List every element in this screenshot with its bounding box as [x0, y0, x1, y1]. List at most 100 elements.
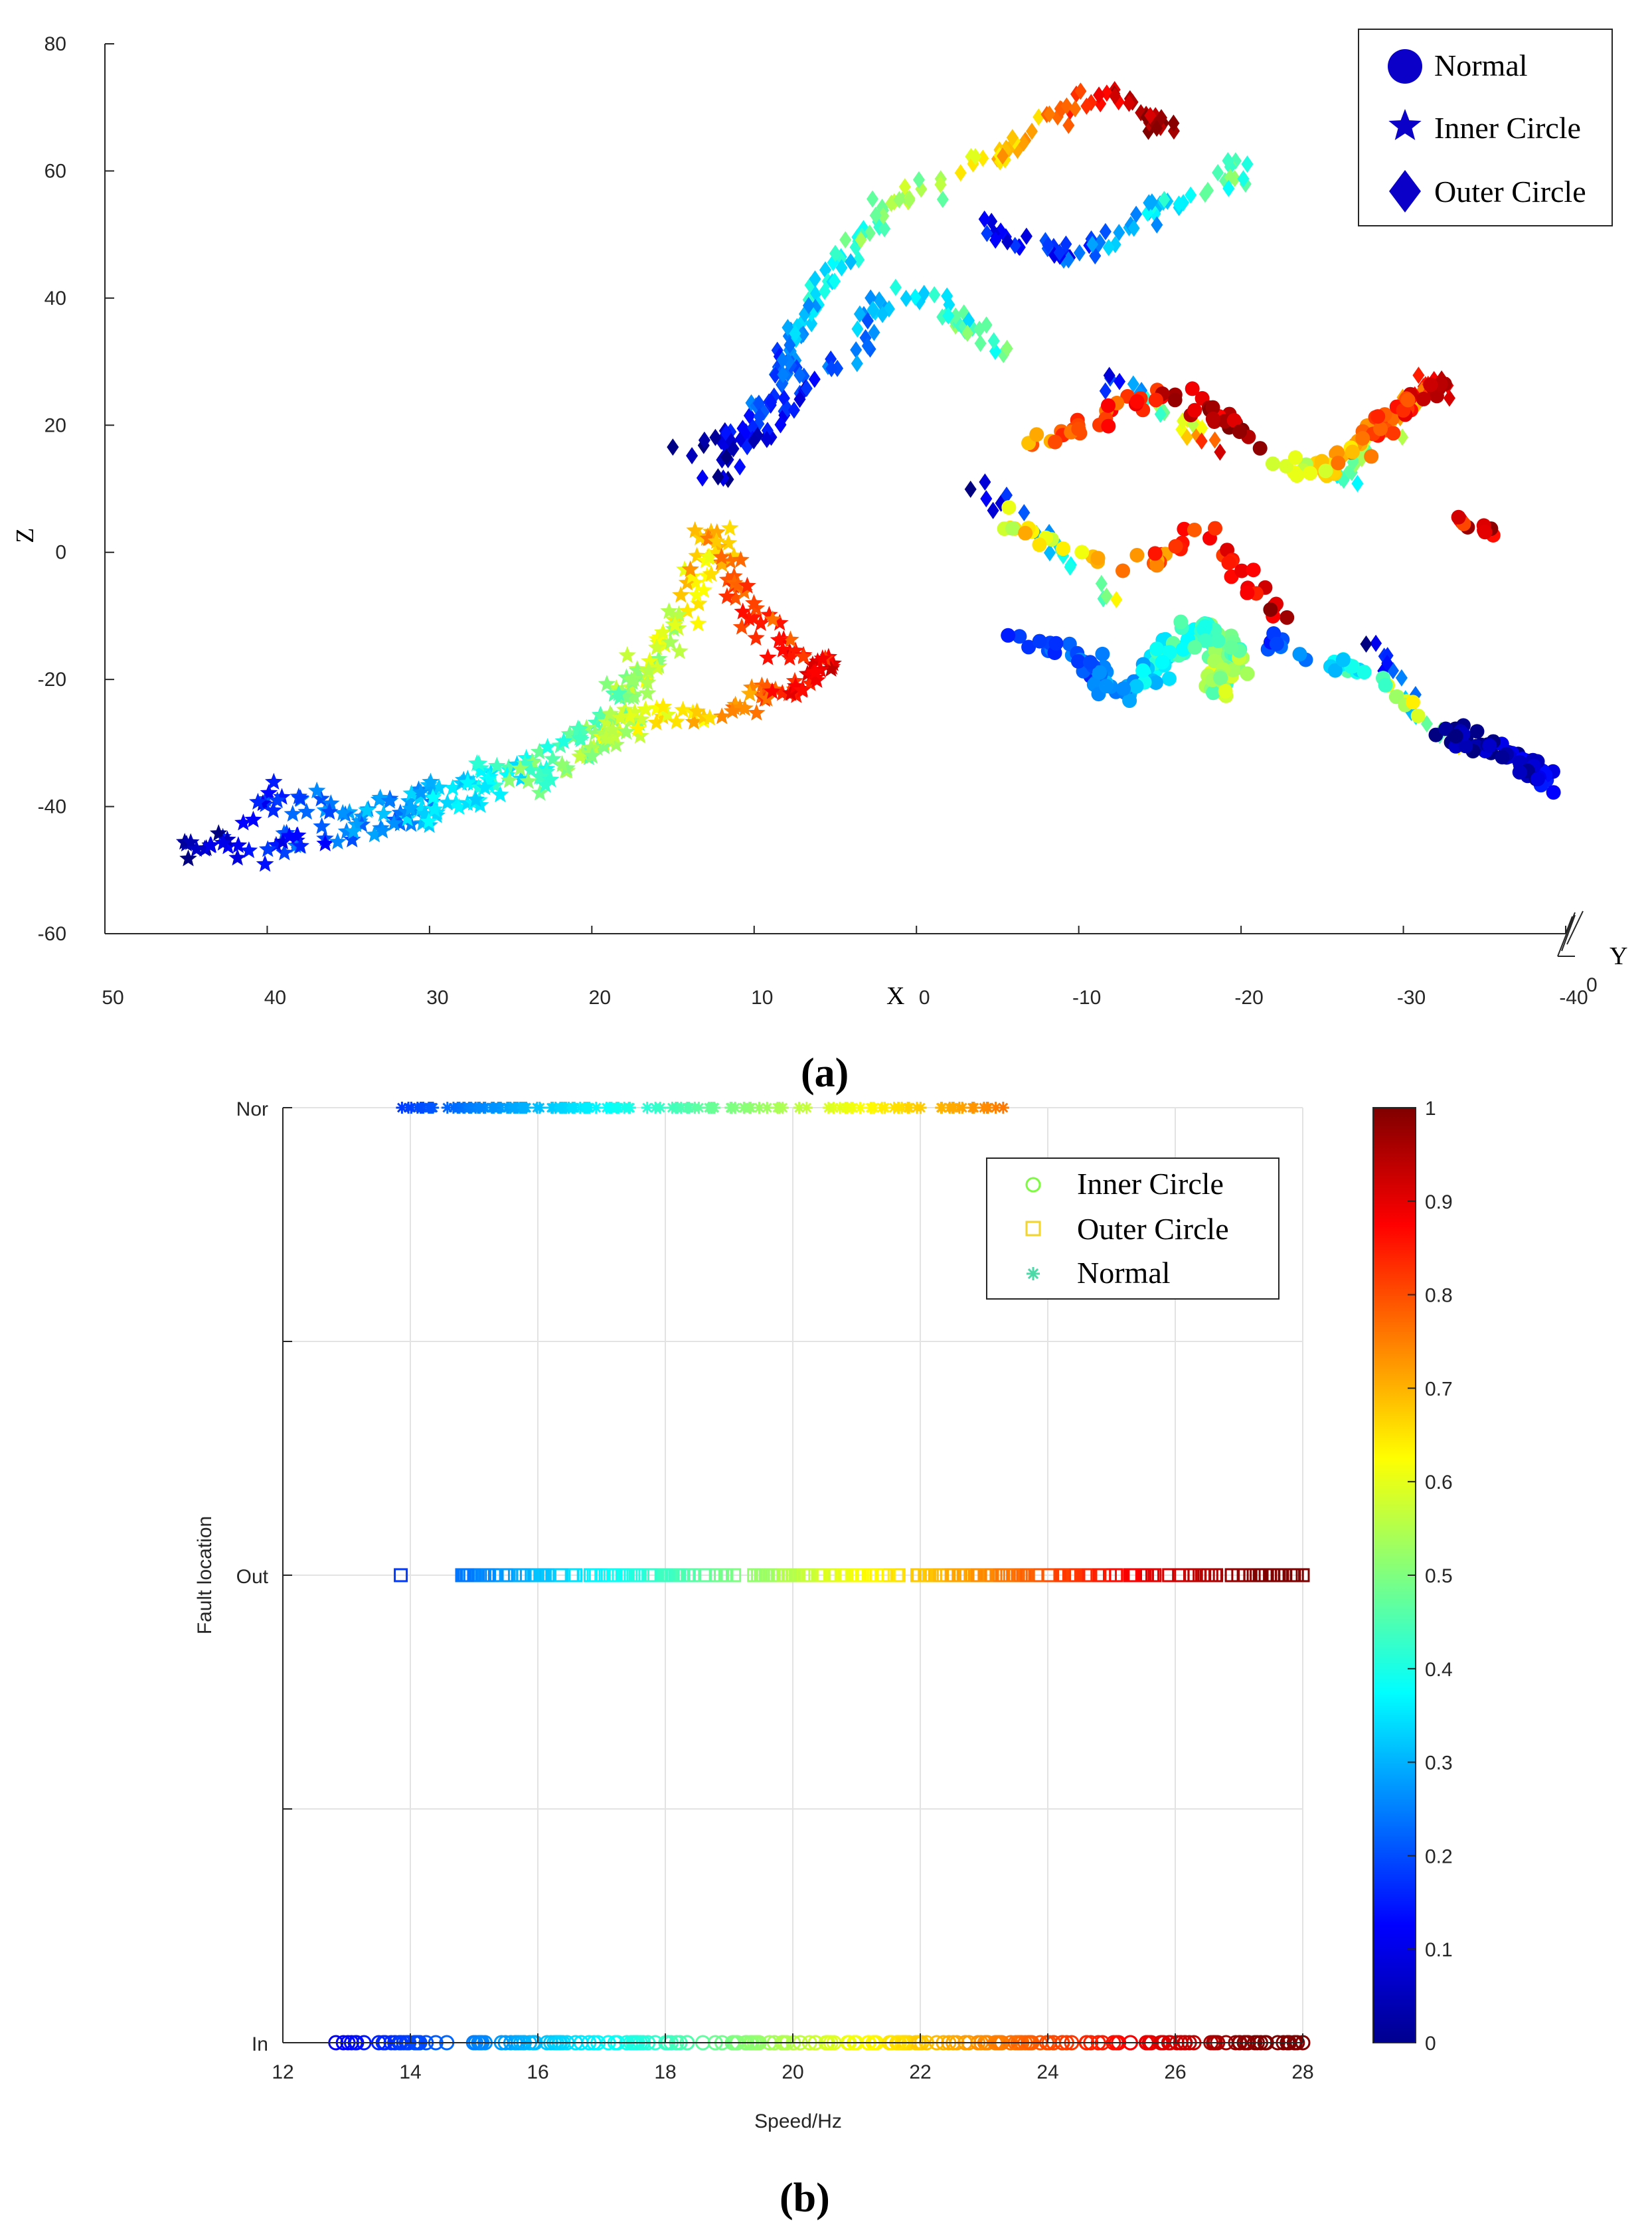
outer-circle-point — [943, 296, 955, 313]
out-point — [394, 1568, 408, 1582]
inner-circle-point — [720, 519, 739, 536]
normal-point — [1129, 394, 1145, 409]
inner-circle-point — [729, 576, 748, 593]
x-tick-label: 10 — [751, 987, 773, 1009]
outer-circle-point — [1167, 114, 1180, 132]
inner-circle-point — [718, 587, 736, 604]
inner-circle-point — [358, 801, 376, 818]
outer-circle-point — [809, 270, 821, 288]
normal-point — [1252, 441, 1268, 456]
nor-point — [892, 1102, 904, 1114]
colorbar-tick-label: 0.2 — [1425, 1845, 1453, 1867]
inner-circle-point — [648, 658, 666, 675]
inner-circle-point — [742, 678, 761, 695]
panel-b-label: (b) — [780, 2176, 830, 2221]
inner-circle-point — [607, 735, 625, 752]
outer-circle-point — [1006, 129, 1019, 147]
outer-circle-point — [936, 191, 949, 209]
out-point — [1172, 1568, 1187, 1582]
out-point — [928, 1568, 942, 1582]
inner-circle-point — [685, 713, 703, 730]
normal-point — [1357, 665, 1372, 680]
inner-circle-point — [661, 633, 680, 650]
inner-circle-point — [371, 788, 390, 806]
outer-circle-point — [1044, 544, 1056, 562]
z-tick-label: -60 — [38, 923, 66, 945]
normal-point — [1074, 545, 1090, 560]
nor-point — [581, 1102, 594, 1114]
legend-b-square-icon — [1025, 1221, 1041, 1237]
out-point — [535, 1568, 549, 1582]
normal-point — [1224, 640, 1239, 655]
inner-circle-point — [531, 784, 549, 801]
out-point — [1123, 1568, 1137, 1582]
inner-circle-point — [770, 631, 788, 648]
nor-point — [531, 1102, 543, 1114]
normal-point — [1221, 555, 1236, 570]
inner-circle-point — [422, 772, 440, 790]
colorbar-tick-label: 0.7 — [1425, 1378, 1453, 1400]
inner-circle-point — [616, 701, 634, 718]
inner-circle-point — [670, 605, 688, 622]
nor-point — [878, 1102, 890, 1114]
inner-circle-point — [611, 709, 629, 726]
inner-circle-point — [723, 702, 742, 719]
inner-circle-point — [647, 699, 666, 717]
inner-circle-point — [803, 655, 822, 673]
outer-circle-point — [793, 390, 806, 408]
normal-point — [1477, 525, 1493, 540]
normal-point — [1095, 646, 1110, 661]
normal-point — [1147, 546, 1163, 561]
normal-point — [1280, 610, 1295, 625]
inner-circle-point — [444, 778, 462, 796]
x-axis-ticks: 50 40 30 20 10 0 -10 -20 -30 -40 — [102, 926, 1588, 1009]
normal-point — [1292, 647, 1307, 662]
z-tick-label: 20 — [44, 414, 66, 436]
inner-circle-point — [258, 840, 277, 857]
inner-circle-point — [553, 755, 571, 772]
normal-point — [1218, 683, 1233, 699]
normal-point — [1032, 537, 1047, 553]
inner-circle-point — [712, 548, 730, 565]
out-point — [801, 1568, 815, 1582]
inner-circle-point — [322, 794, 340, 812]
inner-circle-point — [678, 602, 697, 619]
legend-a-circle-icon — [1388, 49, 1422, 84]
nor-point — [865, 1102, 877, 1114]
inner-circle-point — [398, 810, 416, 827]
outer-circle-point — [893, 191, 906, 209]
inner-circle-point — [426, 800, 444, 817]
inner-circle-point — [454, 770, 473, 788]
legend-a-diamond-icon — [1389, 170, 1421, 213]
nor-point — [487, 1102, 500, 1114]
normal-point — [1048, 636, 1064, 651]
inner-circle-point — [374, 804, 392, 822]
out-point — [1145, 1568, 1159, 1582]
nor-point — [977, 1102, 990, 1114]
z-tick-label: 80 — [44, 33, 66, 55]
outer-circle-point — [987, 501, 999, 519]
colorbar-tick-label: 0.5 — [1425, 1565, 1453, 1587]
inner-circle-point — [410, 789, 429, 806]
inner-circle-point — [312, 790, 330, 807]
outer-circle-point — [1181, 428, 1193, 446]
inner-circle-point — [748, 703, 766, 721]
outer-circle-point — [853, 251, 865, 269]
inner-circle-point — [719, 534, 738, 551]
normal-point — [1451, 509, 1466, 525]
out-point — [756, 1568, 770, 1582]
outer-circle-point — [793, 367, 806, 384]
outer-circle-point — [1053, 244, 1066, 262]
outer-circle-point — [950, 307, 962, 325]
inner-circle-point — [781, 649, 799, 666]
inner-circle-point — [773, 684, 791, 701]
normal-point — [1429, 388, 1444, 404]
inner-circle-point — [344, 822, 363, 839]
normal-point — [1148, 675, 1163, 690]
normal-point — [1018, 525, 1033, 541]
inner-circle-point — [288, 826, 306, 844]
normal-point — [1327, 663, 1343, 678]
out-point — [912, 1568, 926, 1582]
b-x-axis-label: Speed/Hz — [754, 2110, 842, 2132]
normal-point — [1210, 633, 1226, 648]
